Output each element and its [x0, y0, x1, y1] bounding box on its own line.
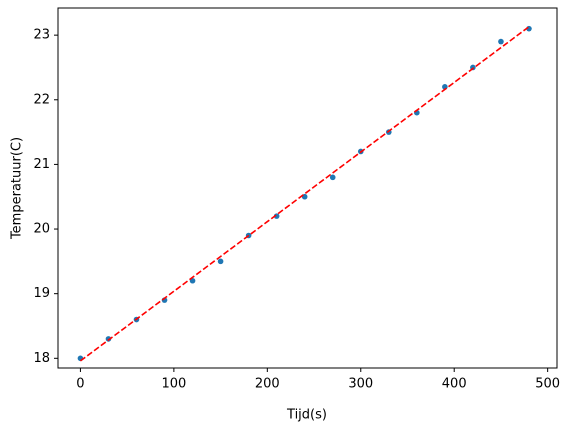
- point: [329, 174, 336, 181]
- x-tick-label: 400: [442, 377, 467, 392]
- x-tick-label: 500: [535, 377, 560, 392]
- y-tick-label: 18: [33, 351, 50, 366]
- y-tick-label: 23: [33, 28, 50, 43]
- y-tick-label: 20: [33, 222, 50, 237]
- y-axis-label: Temperatuur(C): [10, 137, 25, 240]
- point: [217, 258, 224, 265]
- point: [105, 336, 112, 342]
- y-tick-label: 21: [33, 157, 50, 172]
- plot-frame: [57, 7, 558, 369]
- y-tick-label: 19: [33, 286, 50, 301]
- point: [273, 213, 280, 219]
- x-tick-label: 300: [348, 377, 373, 392]
- x-tick-label: 0: [76, 377, 84, 392]
- y-tick-label: 22: [33, 92, 50, 107]
- point: [498, 38, 504, 45]
- x-axis-label: Tijd(s): [286, 408, 327, 423]
- x-tick-label: 200: [255, 377, 280, 392]
- fit-line: [79, 26, 530, 362]
- x-tick-label: 100: [161, 377, 186, 392]
